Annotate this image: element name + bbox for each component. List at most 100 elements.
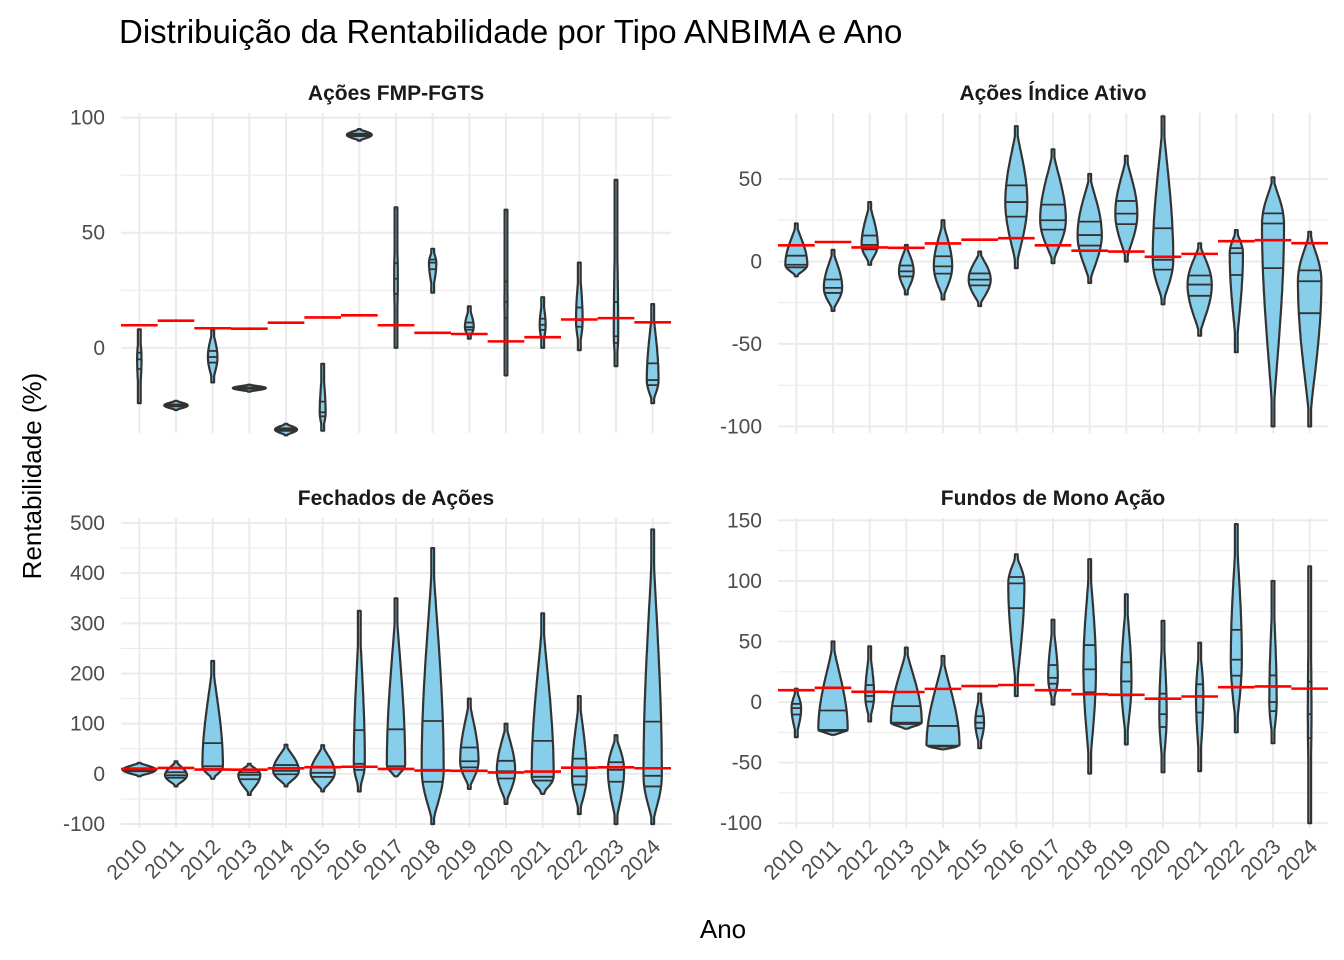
x-tick-label: 2013: [213, 835, 262, 884]
violin: [790, 687, 803, 739]
y-tick-label: 0: [93, 337, 105, 360]
y-tick-label: 100: [70, 107, 105, 130]
x-tick-label: 2014: [906, 835, 956, 885]
facet-title: Fundos de Mono Ação: [941, 487, 1165, 510]
violin: [427, 247, 438, 294]
y-tick-label: 100: [70, 713, 105, 736]
violin: [136, 328, 143, 405]
y-tick-label: 50: [739, 631, 762, 654]
violin: [1114, 154, 1139, 263]
violin: [642, 528, 663, 826]
violin: [1296, 230, 1323, 428]
violin: [606, 734, 626, 826]
x-tick-label: 2018: [1053, 835, 1102, 884]
facet-title: Ações FMP-FGTS: [308, 82, 484, 105]
violin: [822, 248, 844, 312]
y-tick-label: -50: [732, 752, 762, 775]
y-tick-label: 150: [727, 509, 762, 532]
y-tick-label: 0: [750, 691, 762, 714]
y-tick-label: -100: [720, 415, 762, 438]
violin: [1076, 172, 1103, 284]
violin: [645, 303, 660, 405]
violin: [932, 219, 954, 301]
y-tick-label: 50: [82, 222, 105, 245]
y-tick-label: 50: [739, 168, 762, 191]
x-tick-label: 2011: [140, 835, 188, 883]
y-tick-label: 100: [727, 570, 762, 593]
x-tick-label: 2016: [323, 835, 372, 884]
y-tick-label: 0: [750, 250, 762, 273]
facet-title: Fechados de Ações: [298, 487, 494, 510]
y-tick-label: -100: [63, 813, 105, 836]
x-axis-label: Ano: [700, 914, 746, 944]
x-tick-label: 2017: [1016, 835, 1065, 884]
x-tick-label: 2022: [543, 835, 592, 884]
x-tick-label: 2022: [1200, 835, 1249, 884]
y-tick-label: 200: [70, 663, 105, 686]
x-tick-label: 2023: [579, 835, 628, 884]
violin: [860, 201, 879, 266]
x-tick-label: 2012: [833, 835, 882, 884]
x-tick-label: 2024: [616, 835, 666, 885]
y-tick-label: 400: [70, 562, 105, 585]
x-tick-label: 2020: [1126, 835, 1175, 884]
facet-title: Ações Índice Ativo: [959, 82, 1146, 105]
violin: [318, 362, 327, 432]
violin: [974, 692, 986, 750]
violin: [864, 645, 876, 723]
violin: [206, 328, 219, 384]
violin: [1039, 148, 1067, 265]
x-tick-label: 2023: [1236, 835, 1285, 884]
x-tick-label: 2013: [870, 835, 919, 884]
x-tick-label: 2012: [176, 835, 225, 884]
violin: [201, 659, 224, 780]
x-tick-label: 2014: [249, 835, 299, 885]
y-tick-label: -50: [732, 333, 762, 356]
facet-panel: Ações FMP-FGTS 0 50 100: [70, 82, 671, 437]
violin: [1194, 641, 1205, 773]
y-tick-label: -100: [720, 812, 762, 835]
y-axis-label: Rentabilidade (%): [17, 373, 47, 580]
violin: [612, 178, 620, 368]
violin: [1120, 593, 1133, 746]
violin: [925, 654, 961, 751]
violin: [784, 222, 809, 278]
x-tick-label: 2019: [433, 835, 482, 884]
violin: [530, 612, 555, 796]
x-tick-label: 2020: [469, 835, 518, 884]
x-tick-label: 2019: [1090, 835, 1139, 884]
violin: [1268, 579, 1278, 745]
violin: [570, 694, 588, 816]
violin: [889, 646, 923, 730]
y-tick-label: 300: [70, 612, 105, 635]
x-tick-label: 2010: [760, 835, 809, 884]
x-tick-label: 2015: [943, 835, 992, 884]
violin: [495, 722, 517, 806]
violin: [385, 597, 407, 778]
x-tick-label: 2021: [506, 835, 555, 884]
x-tick-label: 2015: [286, 835, 335, 884]
violin: [1082, 558, 1098, 775]
violin: [503, 208, 509, 377]
x-tick-label: 2017: [359, 835, 408, 884]
violin: [1260, 176, 1286, 428]
facet-panel: Ações Índice Ativo -100 -50 0 50: [720, 82, 1328, 438]
x-tick-label: 2011: [797, 835, 845, 883]
violin: [1007, 553, 1026, 698]
violin: [1047, 618, 1059, 706]
violin: [1004, 125, 1029, 270]
y-tick-label: 0: [93, 763, 105, 786]
violin: [459, 697, 480, 791]
facet-panel: Fundos de Mono Ação-100-5005010015020102…: [720, 487, 1328, 885]
violin: [163, 760, 189, 788]
violin: [574, 261, 584, 352]
violin: [1158, 619, 1168, 774]
x-tick-label: 2024: [1273, 835, 1323, 885]
violin: [1228, 229, 1245, 354]
y-tick-label: 500: [70, 512, 105, 535]
violin: [1151, 115, 1175, 306]
violin: [1229, 522, 1243, 734]
violin: [420, 546, 445, 826]
violin: [393, 206, 399, 349]
